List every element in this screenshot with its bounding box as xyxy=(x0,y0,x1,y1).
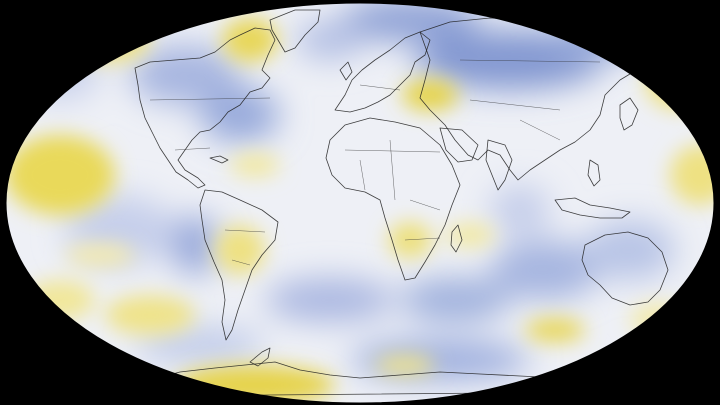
coast-india xyxy=(485,139,513,191)
coast-arabia xyxy=(439,127,479,163)
border-line xyxy=(519,119,561,141)
cool-blob xyxy=(400,278,510,322)
warm-blob xyxy=(65,243,135,267)
warm-blob xyxy=(105,295,195,335)
coast-greenland xyxy=(269,9,321,53)
cool-blob xyxy=(350,340,530,380)
coast-madagascar xyxy=(450,224,463,253)
warm-blob xyxy=(70,18,150,62)
warm-blob xyxy=(402,79,458,111)
border-line xyxy=(344,149,441,153)
border-line xyxy=(359,159,366,191)
border-line xyxy=(224,229,266,233)
cool-blob xyxy=(20,40,100,100)
border-line xyxy=(409,199,441,211)
border-line xyxy=(459,59,601,63)
cool-blob xyxy=(130,45,240,105)
border-line xyxy=(149,97,271,101)
coast-antarctic-peninsula xyxy=(249,347,271,367)
warm-blob xyxy=(388,222,432,258)
warm-blob xyxy=(230,153,280,177)
coast-japan xyxy=(619,97,639,131)
warm-blob xyxy=(445,223,495,247)
warm-blob xyxy=(375,355,435,375)
coast-europe xyxy=(334,31,431,113)
cool-blob xyxy=(490,185,550,235)
cool-blob xyxy=(135,327,265,363)
border-line xyxy=(389,139,396,201)
coast-indonesia xyxy=(554,197,631,219)
border-line xyxy=(404,237,441,241)
coast-philippines xyxy=(587,159,601,187)
border-line xyxy=(174,147,211,151)
cool-blob xyxy=(415,30,605,90)
warm-blob xyxy=(215,225,265,275)
coast-africa xyxy=(325,117,461,281)
coast-british-isles xyxy=(339,61,353,81)
cool-blob xyxy=(490,240,600,300)
warm-blob xyxy=(6,135,115,215)
border-line xyxy=(359,84,401,91)
coast-australia xyxy=(581,231,669,306)
border-line xyxy=(231,259,251,266)
warm-blob xyxy=(175,365,335,403)
coast-north-america xyxy=(134,27,276,189)
cool-blob xyxy=(585,220,675,280)
warm-blob xyxy=(25,280,95,320)
coast-caribbean xyxy=(209,155,229,164)
cool-blob xyxy=(295,20,365,60)
coast-south-america xyxy=(199,189,279,341)
cool-blob xyxy=(200,87,280,143)
warm-blob xyxy=(630,302,690,338)
warm-blob xyxy=(525,318,585,342)
globe-outline xyxy=(5,2,715,404)
warm-blob xyxy=(645,50,714,110)
cool-blob xyxy=(555,13,665,57)
cool-blob xyxy=(170,215,220,275)
warm-blob xyxy=(670,145,714,205)
cool-blob xyxy=(265,278,395,322)
border-line xyxy=(469,99,561,111)
country-borders xyxy=(149,59,601,266)
